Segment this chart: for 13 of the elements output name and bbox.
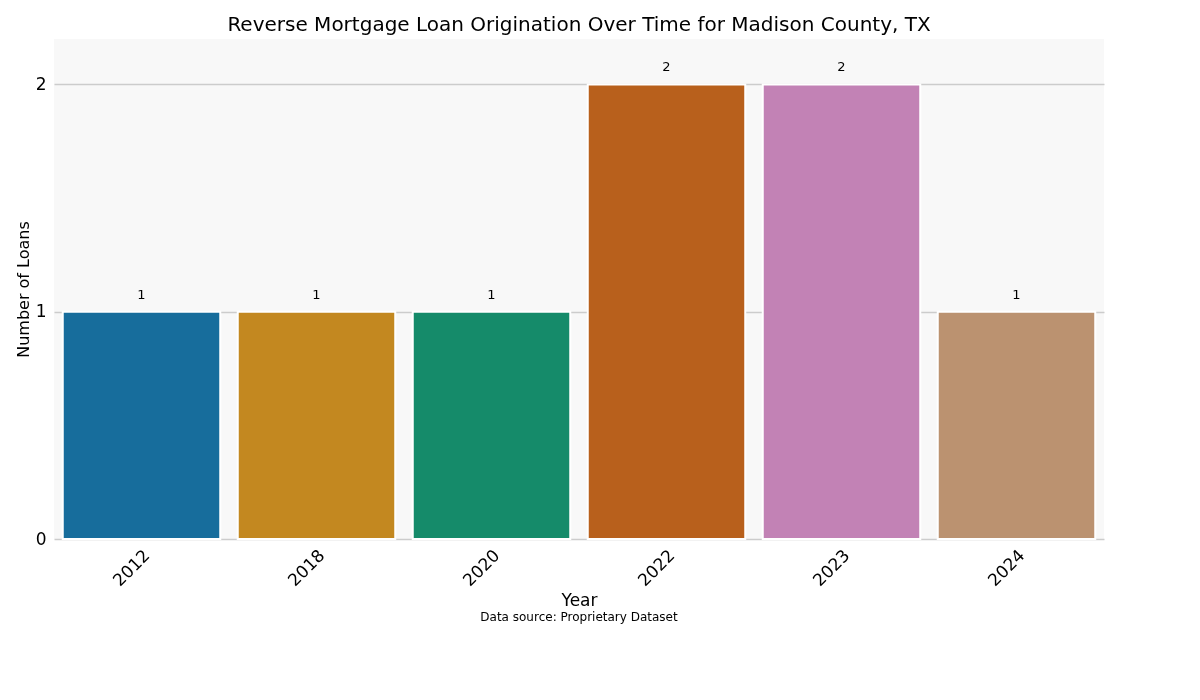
y-tick-label: 2 — [35, 73, 47, 94]
data-label: 2 — [662, 59, 671, 75]
data-label: 1 — [312, 286, 321, 302]
data-label: 1 — [137, 286, 146, 302]
y-tick-label: 1 — [35, 301, 47, 322]
data-label: 2 — [837, 59, 846, 75]
y-tick-label: 0 — [35, 528, 47, 549]
source-note: Data source: Proprietary Dataset — [480, 610, 678, 624]
x-axis-title: Year — [560, 590, 598, 611]
data-label: 1 — [1012, 286, 1021, 302]
y-axis-title: Number of Loans — [13, 221, 33, 358]
data-label: 1 — [487, 286, 496, 302]
chart-title: Reverse Mortgage Loan Origination Over Time for Madison County, TX — [227, 12, 931, 36]
